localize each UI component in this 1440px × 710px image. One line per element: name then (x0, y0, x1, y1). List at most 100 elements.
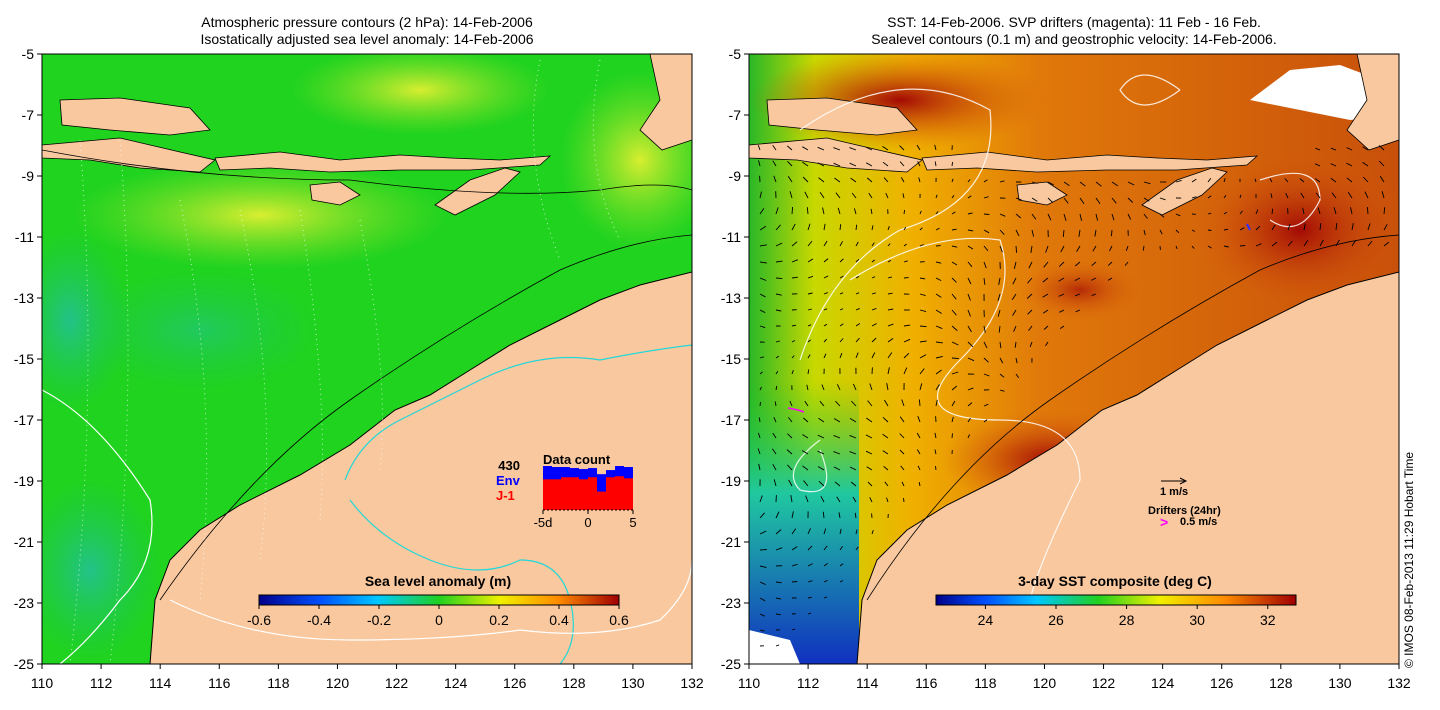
left-y-tick-label: -23 (14, 595, 34, 611)
count-bar-j1 (597, 491, 606, 510)
left-colorbar-ticks: -0.6 -0.4 -0.2 0 0.2 0.4 0.6 (247, 605, 629, 628)
left-cyan-contour (344, 344, 692, 664)
velocity-arrow (1159, 197, 1166, 201)
velocity-arrow (900, 465, 905, 471)
velocity-arrow (866, 417, 873, 423)
velocity-arrow (919, 293, 926, 297)
velocity-arrow (916, 449, 921, 455)
velocity-arrow (1015, 373, 1020, 379)
velocity-arrow (855, 241, 859, 247)
velocity-arrow (951, 277, 957, 283)
velocity-arrow (804, 191, 809, 199)
velocity-arrow (983, 196, 989, 199)
velocity-arrow (807, 612, 812, 615)
velocity-arrow (807, 528, 811, 535)
left-y-tick-label: -13 (14, 290, 34, 306)
velocity-arrow (901, 481, 905, 487)
velocity-arrow (935, 355, 943, 359)
left-x-tick-label: 132 (680, 675, 704, 691)
velocity-arrow (967, 277, 972, 285)
velocity-arrow (1378, 145, 1385, 151)
velocity-arrow (900, 177, 905, 183)
left-colorbar-tick-label: -0.2 (367, 612, 391, 628)
velocity-arrow (758, 463, 761, 471)
velocity-arrow (807, 308, 813, 311)
velocity-arrow (1143, 229, 1146, 236)
right-colorbar-tick-label: 32 (1260, 612, 1276, 628)
velocity-arrow (1347, 192, 1353, 199)
velocity-arrow (1075, 309, 1081, 313)
velocity-arrow (983, 325, 986, 333)
velocity-arrow (759, 549, 767, 551)
count-bar-j1 (624, 478, 633, 510)
left-colorbar-tick-label: 0 (435, 612, 443, 628)
velocity-arrow (791, 581, 798, 583)
velocity-arrow (823, 258, 829, 263)
velocity-arrow (867, 481, 873, 487)
velocity-arrow (865, 434, 873, 439)
velocity-arrow (951, 309, 957, 316)
velocity-arrow (789, 400, 793, 407)
right-title-line-1: SST: 14-Feb-2006. SVP drifters (magenta)… (887, 14, 1261, 30)
velocity-arrow (806, 384, 809, 391)
velocity-arrow (999, 341, 1002, 349)
sla-low-southwest (42, 480, 160, 660)
velocity-arrow (866, 466, 873, 471)
velocity-arrow (935, 211, 939, 215)
velocity-arrow (791, 528, 797, 535)
velocity-arrow (1091, 261, 1097, 267)
velocity-arrow (1012, 277, 1017, 285)
velocity-arrow (1315, 192, 1321, 199)
velocity-arrow (885, 193, 889, 199)
velocity-arrow (849, 162, 857, 167)
velocity-arrow (775, 277, 783, 280)
velocity-arrow (833, 162, 841, 167)
timor-island-r (1141, 167, 1228, 216)
left-colorbar-tick-label: -0.4 (307, 612, 331, 628)
right-x-tick-label: 120 (1033, 675, 1057, 691)
borneo-island (59, 97, 211, 136)
left-y-tick-label: -7 (22, 107, 35, 123)
velocity-arrow (1207, 212, 1212, 215)
velocity-arrow (759, 225, 767, 231)
left-title-line-2: Isostatically adjusted sea level anomaly… (200, 31, 534, 47)
velocity-arrow (855, 546, 859, 551)
velocity-arrow (759, 371, 763, 375)
velocity-arrow (983, 403, 989, 407)
velocity-arrow (1302, 207, 1305, 215)
right-y-tick-label: -11 (722, 229, 741, 245)
velocity-arrow (822, 207, 825, 215)
velocity-arrow (817, 450, 825, 455)
velocity-arrow (1255, 209, 1259, 215)
velocity-arrow (1330, 163, 1337, 167)
velocity-arrow (1379, 175, 1385, 183)
velocity-arrow (887, 243, 891, 247)
velocity-arrow (887, 338, 894, 343)
velocity-arrow (1031, 181, 1038, 184)
velocity-arrow (919, 244, 924, 247)
velocity-arrow (775, 385, 778, 391)
velocity-arrow (823, 323, 828, 327)
velocity-arrow (1314, 163, 1321, 167)
velocity-arrow (855, 258, 860, 263)
velocity-arrow (1159, 229, 1163, 235)
velocity-arrow (774, 401, 777, 407)
right-y-tick-label: -17 (721, 412, 741, 428)
velocity-arrow (1300, 192, 1305, 199)
velocity-arrow (818, 417, 825, 423)
velocity-arrow (1362, 161, 1369, 167)
right-x-tick-label: 112 (797, 675, 820, 691)
velocity-arrow (833, 418, 841, 423)
left-y-tick-label: -11 (15, 229, 34, 245)
velocity-arrow (818, 177, 825, 183)
velocity-arrow (983, 341, 988, 349)
velocity-arrow (1047, 181, 1054, 186)
velocity-arrow (999, 389, 1005, 392)
velocity-arrow (1269, 178, 1273, 183)
velocity-arrow (983, 245, 989, 252)
velocity-arrow (851, 192, 857, 199)
velocity-arrow (1346, 147, 1353, 151)
velocity-arrow (1047, 213, 1052, 221)
velocity-arrow (918, 399, 921, 407)
velocity-arrow (775, 309, 782, 312)
